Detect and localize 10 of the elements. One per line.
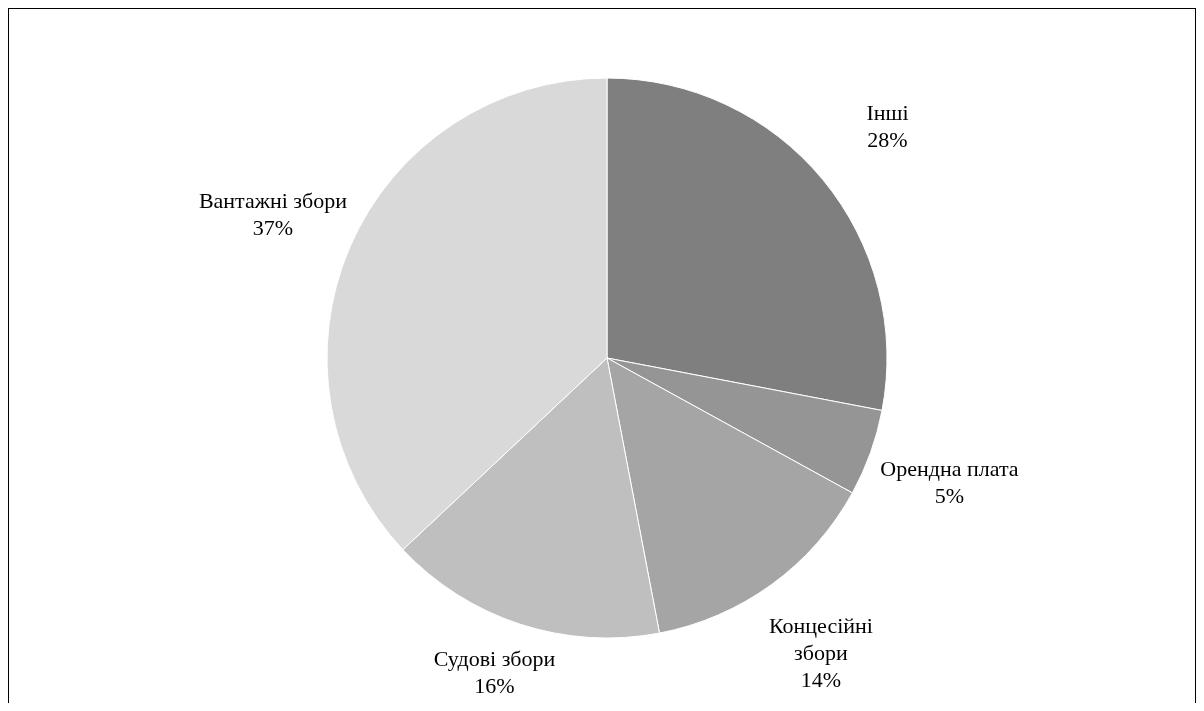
data-label: 5% (934, 482, 965, 508)
data-label: 16% (474, 673, 515, 698)
data-label: 28% (867, 127, 908, 153)
slice-label: Інші (866, 100, 909, 126)
slice-label: Орендна плата (880, 455, 1019, 481)
slice-label: Судові збори (433, 646, 556, 671)
data-label: 37% (252, 214, 294, 240)
slice-label: Вантажні збори (198, 187, 348, 213)
slice-label: Концесійні збори (768, 613, 873, 666)
data-label: 14% (800, 667, 842, 693)
